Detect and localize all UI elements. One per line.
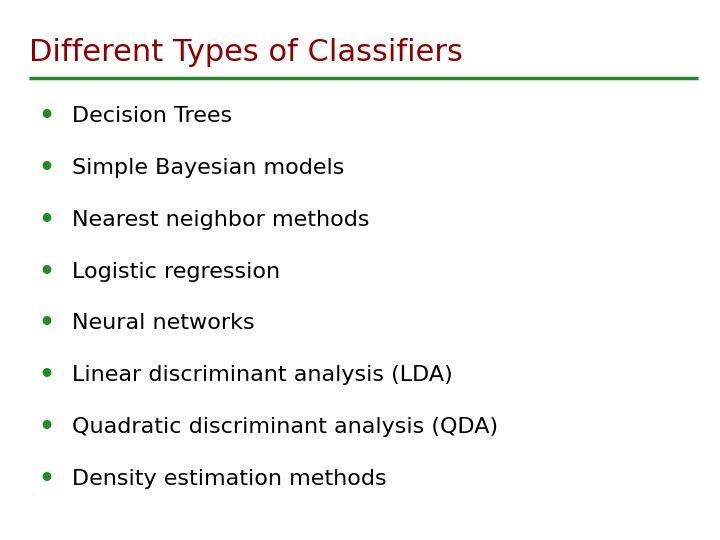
Text: •: • [39,363,55,387]
Text: Different Types of Classifiers: Different Types of Classifiers [29,38,463,67]
Text: Decision Trees: Decision Trees [72,106,232,126]
Text: Density estimation methods: Density estimation methods [72,469,387,489]
Text: •: • [39,415,55,439]
Text: •: • [39,156,55,180]
Text: Logistic regression: Logistic regression [72,261,280,282]
Text: Quadratic discriminant analysis (QDA): Quadratic discriminant analysis (QDA) [72,417,498,437]
Text: Neural networks: Neural networks [72,313,255,334]
Text: •: • [39,467,55,491]
Text: •: • [39,260,55,284]
Text: •: • [39,208,55,232]
Text: •: • [39,104,55,128]
Text: Nearest neighbor methods: Nearest neighbor methods [72,210,369,230]
Text: •: • [39,312,55,335]
Text: Simple Bayesian models: Simple Bayesian models [72,158,344,178]
Text: Linear discriminant analysis (LDA): Linear discriminant analysis (LDA) [72,365,453,386]
